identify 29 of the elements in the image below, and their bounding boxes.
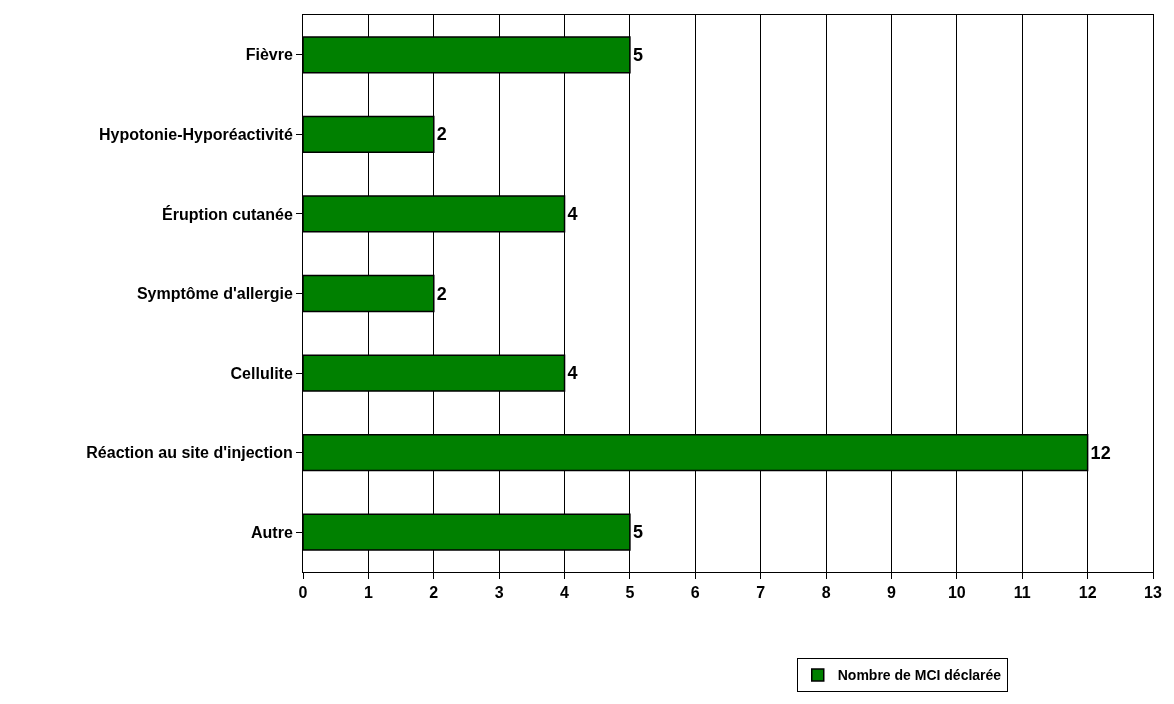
- data-label: 4: [567, 203, 578, 224]
- x-tick-label: 13: [1144, 584, 1162, 602]
- y-tick-label: Hypotonie-Hyporéactivité: [98, 125, 293, 143]
- x-tick-label: 12: [1078, 584, 1097, 602]
- x-tick-label: 1: [363, 584, 373, 602]
- x-tick-label: 4: [560, 584, 570, 602]
- data-label: 5: [632, 44, 643, 65]
- legend-label: Nombre de MCI déclarée: [837, 667, 1002, 684]
- y-tick-label: Réaction au site d'injection: [86, 444, 293, 462]
- data-label: 2: [436, 124, 447, 145]
- y-tick-label: Éruption cutanée: [162, 204, 293, 223]
- y-tick-label: Symptôme d'allergie: [136, 285, 293, 303]
- data-label: 12: [1090, 442, 1111, 463]
- x-tick-label: 9: [887, 584, 897, 602]
- x-tick-label: 8: [821, 584, 831, 602]
- x-tick-label: 10: [947, 584, 966, 602]
- y-tick-label: Autre: [251, 523, 293, 541]
- x-tick-label: 2: [429, 584, 439, 602]
- x-tick-label: 0: [298, 584, 308, 602]
- y-tick-label: Cellulite: [230, 364, 293, 382]
- data-label: 5: [632, 522, 643, 543]
- x-tick-label: 3: [494, 584, 504, 602]
- data-label: 2: [436, 283, 447, 304]
- x-tick-label: 11: [1013, 584, 1031, 602]
- x-tick-label: 5: [625, 584, 635, 602]
- x-tick-label: 6: [690, 584, 700, 602]
- data-label: 4: [567, 363, 578, 384]
- x-tick-label: 7: [756, 584, 766, 602]
- y-tick-label: Fièvre: [245, 46, 293, 64]
